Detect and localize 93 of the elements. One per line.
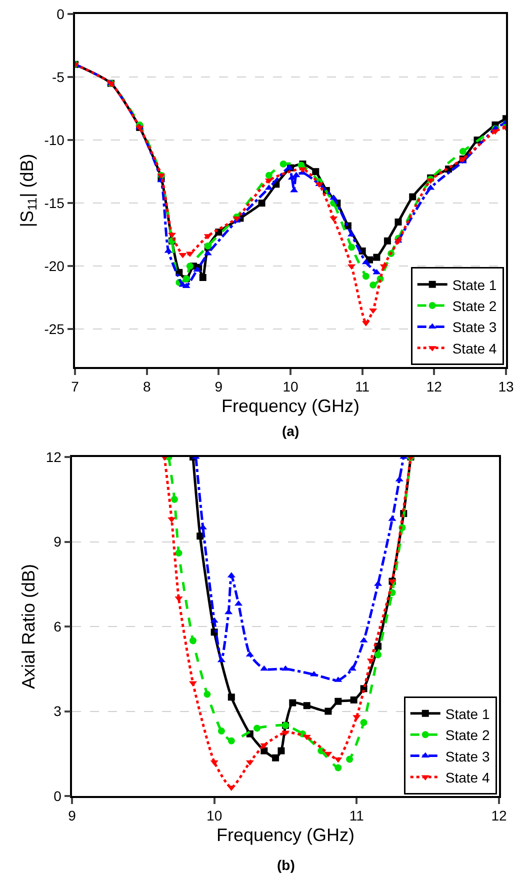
point (370, 282, 377, 289)
point (182, 282, 190, 288)
x-axis-title: Frequency (GHz) (216, 825, 355, 846)
x-axis-title: Frequency (GHz) (221, 396, 360, 416)
point (227, 786, 236, 792)
point (360, 719, 368, 726)
text: (a) (282, 423, 300, 439)
point (260, 665, 268, 671)
point (260, 747, 268, 754)
point (186, 252, 194, 258)
point (224, 608, 233, 614)
x-tick-label: 9 (68, 808, 76, 824)
point (409, 193, 416, 200)
point (348, 665, 356, 671)
legend-label: State 2 (452, 298, 497, 314)
point (374, 651, 382, 658)
text: (b) (277, 857, 295, 873)
point (193, 266, 202, 272)
point (189, 637, 196, 644)
x-tick-label: 7 (71, 378, 80, 395)
legend-label: State 3 (445, 748, 490, 764)
point (348, 264, 356, 270)
point (168, 517, 176, 523)
point (362, 272, 370, 280)
point (228, 694, 235, 701)
point (330, 216, 338, 222)
point (254, 724, 261, 732)
point (334, 698, 342, 705)
x-tick-label: 9 (214, 378, 223, 395)
point (218, 728, 225, 735)
y-tick-label: -15 (44, 195, 65, 212)
point (217, 656, 226, 662)
legend-label: State 2 (445, 727, 490, 744)
point (170, 496, 178, 503)
legend-label: State 4 (445, 769, 490, 786)
point (380, 264, 388, 270)
y-tick-label: 0 (54, 788, 62, 804)
x-tick-label: 13 (498, 378, 514, 395)
point (426, 184, 435, 190)
y-axis-title: Axial Ratio (dB) (18, 564, 39, 690)
point (210, 617, 218, 623)
point (289, 699, 296, 706)
point (280, 160, 287, 168)
point (348, 244, 356, 251)
point (258, 200, 266, 207)
point (272, 754, 280, 762)
y-tick-label: 0 (56, 6, 65, 22)
point (265, 172, 272, 179)
point (373, 254, 380, 261)
x-tick-label: 11 (355, 378, 370, 395)
x-tick-label: 8 (142, 378, 151, 395)
point (199, 274, 206, 281)
legend-label: State 3 (452, 319, 497, 336)
point (246, 760, 254, 766)
y-tick-label: 12 (46, 448, 62, 465)
point (324, 752, 332, 758)
y-tick-label: 3 (54, 703, 62, 720)
point (210, 760, 218, 766)
point (346, 756, 354, 763)
x-tick-label: 10 (206, 808, 222, 824)
point (204, 690, 211, 698)
point (292, 172, 300, 178)
x-tick-label: 11 (349, 808, 364, 824)
point (264, 184, 273, 190)
point (394, 218, 402, 226)
point (302, 734, 311, 740)
point (196, 532, 204, 540)
x-tick-label: 12 (491, 808, 507, 824)
point (384, 237, 391, 244)
point (278, 747, 285, 754)
point (312, 168, 320, 176)
point (175, 550, 182, 557)
point (260, 743, 268, 749)
point (334, 764, 342, 772)
y-tick-label: -25 (44, 321, 65, 338)
y-tick-label: -20 (44, 258, 65, 274)
x-tick-label: 10 (282, 378, 298, 395)
point (362, 258, 370, 264)
point (303, 702, 310, 710)
point (350, 696, 358, 704)
x-tick-label: 12 (426, 378, 442, 395)
legend-label: State 4 (452, 340, 497, 356)
y-tick-label: -10 (44, 132, 65, 148)
y-tick-label: 9 (54, 534, 62, 550)
legend-label: State 1 (445, 706, 490, 722)
y-tick-label: 6 (54, 618, 62, 634)
point (186, 262, 194, 270)
point (459, 148, 466, 155)
legend-label: State 1 (452, 276, 497, 293)
point (228, 737, 235, 744)
point (324, 708, 332, 715)
y-tick-label: -5 (52, 68, 65, 85)
point (372, 268, 381, 274)
